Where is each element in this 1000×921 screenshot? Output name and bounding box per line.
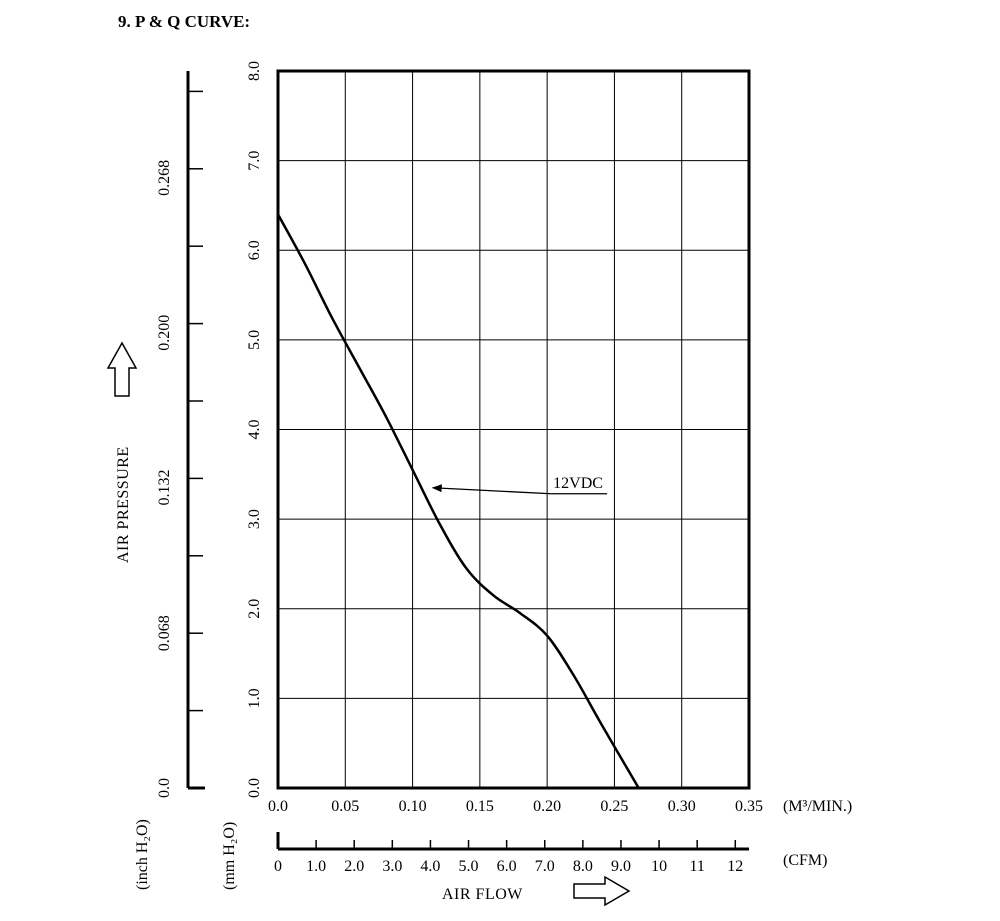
chart-title: 9. P & Q CURVE: [118,12,250,31]
x-tick-label: 0.15 [466,798,494,815]
x-tick-label: 0.30 [668,798,696,815]
y-tick-label: 7.0 [246,151,263,171]
cfm-tick-label: 6.0 [497,858,517,875]
y-tick-label: 4.0 [246,420,263,440]
inch-tick-label: 0.0 [156,778,173,798]
x-tick-label: 0.05 [331,798,359,815]
inch-tick-label: 0.268 [156,160,173,196]
x-tick-label: 0.0 [268,798,288,815]
plot-frame [276,69,751,790]
x-tick-label: 0.10 [399,798,427,815]
cfm-tick-label: 11 [689,858,704,875]
y-tick-label: 5.0 [246,330,263,350]
cfm-tick-label: 9.0 [611,858,631,875]
cfm-tick-label: 1.0 [306,858,326,875]
m3-axis-tick-labels: 0.0 0.05 0.10 0.15 0.20 0.25 0.30 0.35 [268,798,763,815]
y-tick-label: 0.0 [246,778,263,798]
y-axis-label: AIR PRESSURE [115,446,132,563]
x-tick-label: 0.35 [735,798,763,815]
y-tick-label: 1.0 [246,688,263,708]
cfm-axis-ticks: 0 1.0 2.0 3.0 4.0 5.0 6.0 7.0 8.0 9.0 10 11 12 [274,840,743,875]
cfm-tick-label: 4.0 [420,858,440,875]
mm-axis-tick-labels: 0.0 1.0 2.0 3.0 4.0 5.0 6.0 7.0 8.0 [246,61,263,798]
annotation-leader-arrow [431,484,552,495]
cfm-tick-label: 0 [274,858,282,875]
cfm-tick-label: 3.0 [382,858,402,875]
air-pressure-arrow-icon [106,341,138,397]
cfm-tick-label: 7.0 [535,858,555,875]
y-tick-label: 2.0 [246,599,263,619]
y-unit-primary: (mm H₂O) [221,822,238,890]
y-tick-label: 8.0 [246,61,263,81]
x-axis-label: AIR FLOW [442,886,523,903]
x-unit-primary: (M³/MIN.) [783,798,852,815]
inch-tick-label: 0.132 [156,470,173,506]
y-unit-secondary: (inch H₂O) [134,819,151,890]
cfm-tick-label: 5.0 [459,858,479,875]
y-tick-label: 6.0 [246,240,263,260]
cfm-tick-label: 12 [727,858,743,875]
cfm-tick-label: 8.0 [573,858,593,875]
x-tick-label: 0.25 [600,798,628,815]
inch-tick-label: 0.068 [156,615,173,651]
cfm-tick-label: 2.0 [344,858,364,875]
y-tick-label: 3.0 [246,509,263,529]
air-flow-arrow-icon [573,875,631,907]
grid-lines [278,71,749,788]
annotation-label-12vdc: 12VDC [553,475,603,492]
series-line-12vdc [276,213,640,789]
inch-tick-label: 0.200 [156,315,173,351]
x-unit-secondary: (CFM) [783,852,827,869]
inch-axis-ticks: 0.0 0.068 0.132 0.200 0.268 [156,90,203,798]
cfm-tick-label: 10 [651,858,667,875]
x-tick-label: 0.20 [533,798,561,815]
